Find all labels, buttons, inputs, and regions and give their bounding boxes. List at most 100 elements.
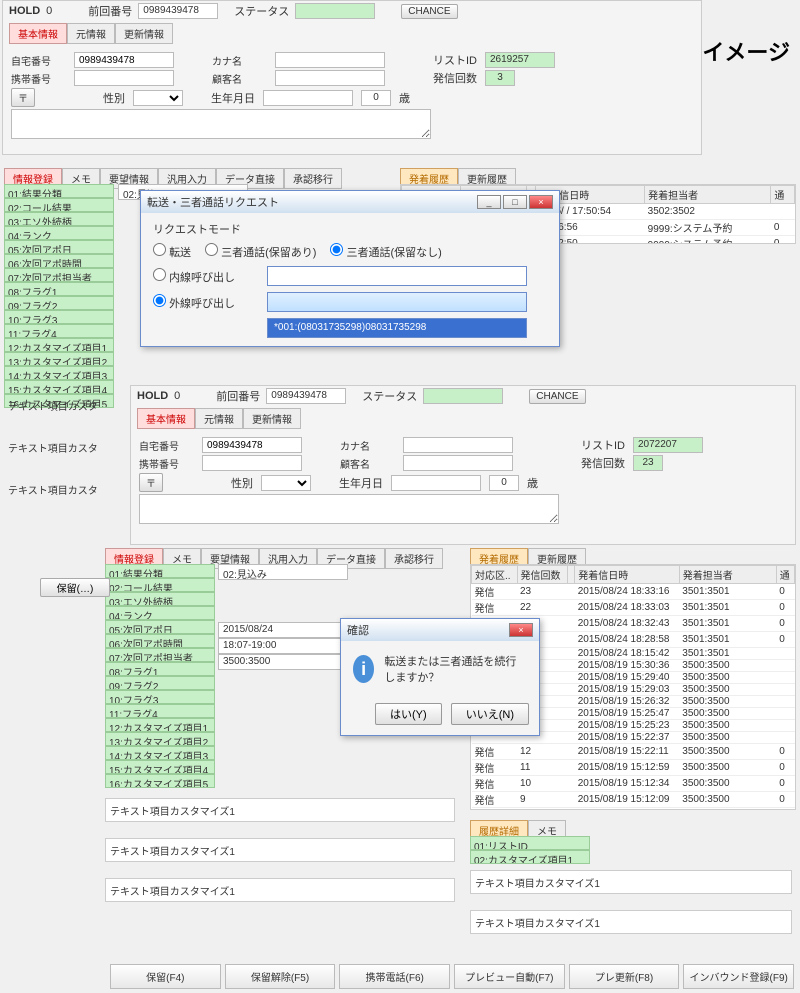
tab-basic[interactable]: 基本情報 bbox=[9, 23, 67, 44]
tab-original-2[interactable]: 元情報 bbox=[195, 408, 243, 429]
lower-list-item[interactable]: 13:カスタマイズ項目2 bbox=[105, 732, 215, 746]
hold-button[interactable]: 保留(…) bbox=[40, 578, 110, 597]
upper-list-item[interactable]: 10:フラグ3 bbox=[4, 310, 114, 324]
bottom-button[interactable]: インバウンド登録(F9) bbox=[683, 964, 794, 989]
text-custom-1: テキスト項目カスタマイズ1 bbox=[105, 798, 455, 822]
gender-label: 性別 bbox=[103, 90, 125, 106]
lower-list-item[interactable]: 03:エソ外続柄 bbox=[105, 592, 215, 606]
upper-list-item[interactable]: 03:エソ外続柄 bbox=[4, 212, 114, 226]
lower-list-item[interactable]: 08:フラグ1 bbox=[105, 662, 215, 676]
hold-value: 0 bbox=[46, 5, 52, 17]
text-custom-3: テキスト項目カスタマイズ1 bbox=[105, 878, 455, 902]
upper-list-item[interactable]: 12:カスタマイズ項目1 bbox=[4, 338, 114, 352]
gender-select-2[interactable] bbox=[261, 475, 311, 491]
kana-input-2[interactable] bbox=[403, 437, 513, 453]
lower-list-item[interactable]: 05:次回アポ日 bbox=[105, 620, 215, 634]
dialog-max-button[interactable]: □ bbox=[503, 195, 527, 209]
upper-list-item[interactable]: 13:カスタマイズ項目2 bbox=[4, 352, 114, 366]
lookup-button-2[interactable]: 〒 bbox=[139, 473, 163, 492]
listid-label: リストID bbox=[433, 52, 477, 68]
lower-list-item[interactable]: 16:カスタマイズ項目5 bbox=[105, 774, 215, 788]
upper-list-item[interactable]: 04:ランク bbox=[4, 226, 114, 240]
upper-list-item[interactable]: 06:次回アポ時間 bbox=[4, 254, 114, 268]
tab-basic-2[interactable]: 基本情報 bbox=[137, 408, 195, 429]
lower-left-list: 01:結果分類02:コール結果03:エソ外続柄04:ランク05:次回アポ日06:… bbox=[105, 564, 215, 788]
lower-list-item[interactable]: 04:ランク bbox=[105, 606, 215, 620]
upper-list-item[interactable]: 07:次回アポ担当者 bbox=[4, 268, 114, 282]
external-combo[interactable] bbox=[267, 292, 527, 312]
status-value bbox=[295, 3, 375, 19]
internal-combo[interactable] bbox=[267, 266, 527, 286]
radio-three-hold[interactable]: 三者通話(保留あり) bbox=[205, 243, 316, 260]
lower-list-item[interactable]: 07:次回アポ担当者 bbox=[105, 648, 215, 662]
lower-list-item[interactable]: 01:結果分類 bbox=[105, 564, 215, 578]
customer-input[interactable] bbox=[275, 70, 385, 86]
combo-dropdown-item[interactable]: *001:(08031735298)08031735298 bbox=[267, 318, 527, 338]
home-input-2[interactable] bbox=[202, 437, 302, 453]
confirm-message: 転送または三者通話を続行しますか？ bbox=[384, 653, 527, 685]
detail-text-1: テキスト項目カスタマイズ1 bbox=[470, 870, 792, 894]
bottom-button[interactable]: プレビュー自動(F7) bbox=[454, 964, 565, 989]
mobile-input[interactable] bbox=[74, 70, 174, 86]
status-label: ステータス bbox=[234, 3, 289, 19]
mobile-input-2[interactable] bbox=[202, 455, 302, 471]
bottom-button[interactable]: 携帯電話(F6) bbox=[339, 964, 450, 989]
memo-textarea-2[interactable] bbox=[139, 494, 559, 524]
gender-select[interactable] bbox=[133, 90, 183, 106]
dob-input-2[interactable] bbox=[391, 475, 481, 491]
detail-item-1[interactable]: 01:リストID bbox=[470, 836, 590, 850]
home-input[interactable] bbox=[74, 52, 174, 68]
detail-item-2[interactable]: 02:カスタマイズ項目1 bbox=[470, 850, 590, 864]
upper-list-item[interactable]: 11:フラグ4 bbox=[4, 324, 114, 338]
bottom-toolbar: 保留(F4)保留解除(F5)携帯電話(F6)プレビュー自動(F7)プレ更新(F8… bbox=[110, 964, 794, 989]
radio-external[interactable]: 外線呼び出し bbox=[153, 294, 253, 311]
lower-list-item[interactable]: 10:フラグ3 bbox=[105, 690, 215, 704]
chance-button-2[interactable]: CHANCE bbox=[529, 389, 585, 404]
tab-update[interactable]: 更新情報 bbox=[115, 23, 173, 44]
upper-list-item[interactable]: 08:フラグ1 bbox=[4, 282, 114, 296]
confirm-yes-button[interactable]: はい(Y) bbox=[375, 703, 442, 725]
lower-list-item[interactable]: 12:カスタマイズ項目1 bbox=[105, 718, 215, 732]
tab-update-2[interactable]: 更新情報 bbox=[243, 408, 301, 429]
lower-list-item[interactable]: 06:次回アポ時間 bbox=[105, 634, 215, 648]
upper-list-item[interactable]: 05:次回アポ日 bbox=[4, 240, 114, 254]
lower-sel-value: 02:見込み bbox=[218, 564, 348, 580]
customer-input-2[interactable] bbox=[403, 455, 513, 471]
lower-list-item[interactable]: 02:コール結果 bbox=[105, 578, 215, 592]
confirm-close-button[interactable]: × bbox=[509, 623, 533, 637]
listid-label-2: リストID bbox=[581, 437, 625, 453]
radio-transfer[interactable]: 転送 bbox=[153, 243, 191, 260]
upper-list-item[interactable]: 02:コール結果 bbox=[4, 198, 114, 212]
age-unit-2: 歳 bbox=[527, 475, 538, 491]
kana-input[interactable] bbox=[275, 52, 385, 68]
upper-list-item[interactable]: 14:カスタマイズ項目3 bbox=[4, 366, 114, 380]
bottom-button[interactable]: プレ更新(F8) bbox=[569, 964, 680, 989]
tab-original[interactable]: 元情報 bbox=[67, 23, 115, 44]
bottom-button[interactable]: 保留解除(F5) bbox=[225, 964, 336, 989]
text-item-1: テキスト項目カスタ bbox=[8, 398, 98, 413]
dialog-close-button[interactable]: × bbox=[529, 195, 553, 209]
confirm-no-button[interactable]: いいえ(N) bbox=[451, 703, 529, 725]
chance-button[interactable]: CHANCE bbox=[401, 4, 457, 19]
lower-list-item[interactable]: 11:フラグ4 bbox=[105, 704, 215, 718]
upper-list-item[interactable]: 09:フラグ2 bbox=[4, 296, 114, 310]
age-value-2: 0 bbox=[489, 475, 519, 491]
listid-value: 2619257 bbox=[485, 52, 555, 68]
prev-value-2: 0989439478 bbox=[266, 388, 346, 404]
upper-list-item[interactable]: 15:カスタマイズ項目4 bbox=[4, 380, 114, 394]
lower-list-item[interactable]: 14:カスタマイズ項目3 bbox=[105, 746, 215, 760]
detail-text-2: テキスト項目カスタマイズ1 bbox=[470, 910, 792, 934]
upper-list-item[interactable]: 01:結果分類 bbox=[4, 184, 114, 198]
mini-tab-approve-2[interactable]: 承認移行 bbox=[385, 548, 443, 569]
callcount-value: 3 bbox=[485, 70, 515, 86]
lower-list-item[interactable]: 15:カスタマイズ項目4 bbox=[105, 760, 215, 774]
mini-tab-approve[interactable]: 承認移行 bbox=[284, 168, 342, 189]
lower-list-item[interactable]: 09:フラグ2 bbox=[105, 676, 215, 690]
memo-textarea[interactable] bbox=[11, 109, 431, 139]
dialog-min-button[interactable]: _ bbox=[477, 195, 501, 209]
radio-three-nohold[interactable]: 三者通話(保留なし) bbox=[330, 243, 441, 260]
radio-internal[interactable]: 内線呼び出し bbox=[153, 268, 253, 285]
dob-input[interactable] bbox=[263, 90, 353, 106]
lookup-button[interactable]: 〒 bbox=[11, 88, 35, 107]
bottom-button[interactable]: 保留(F4) bbox=[110, 964, 221, 989]
